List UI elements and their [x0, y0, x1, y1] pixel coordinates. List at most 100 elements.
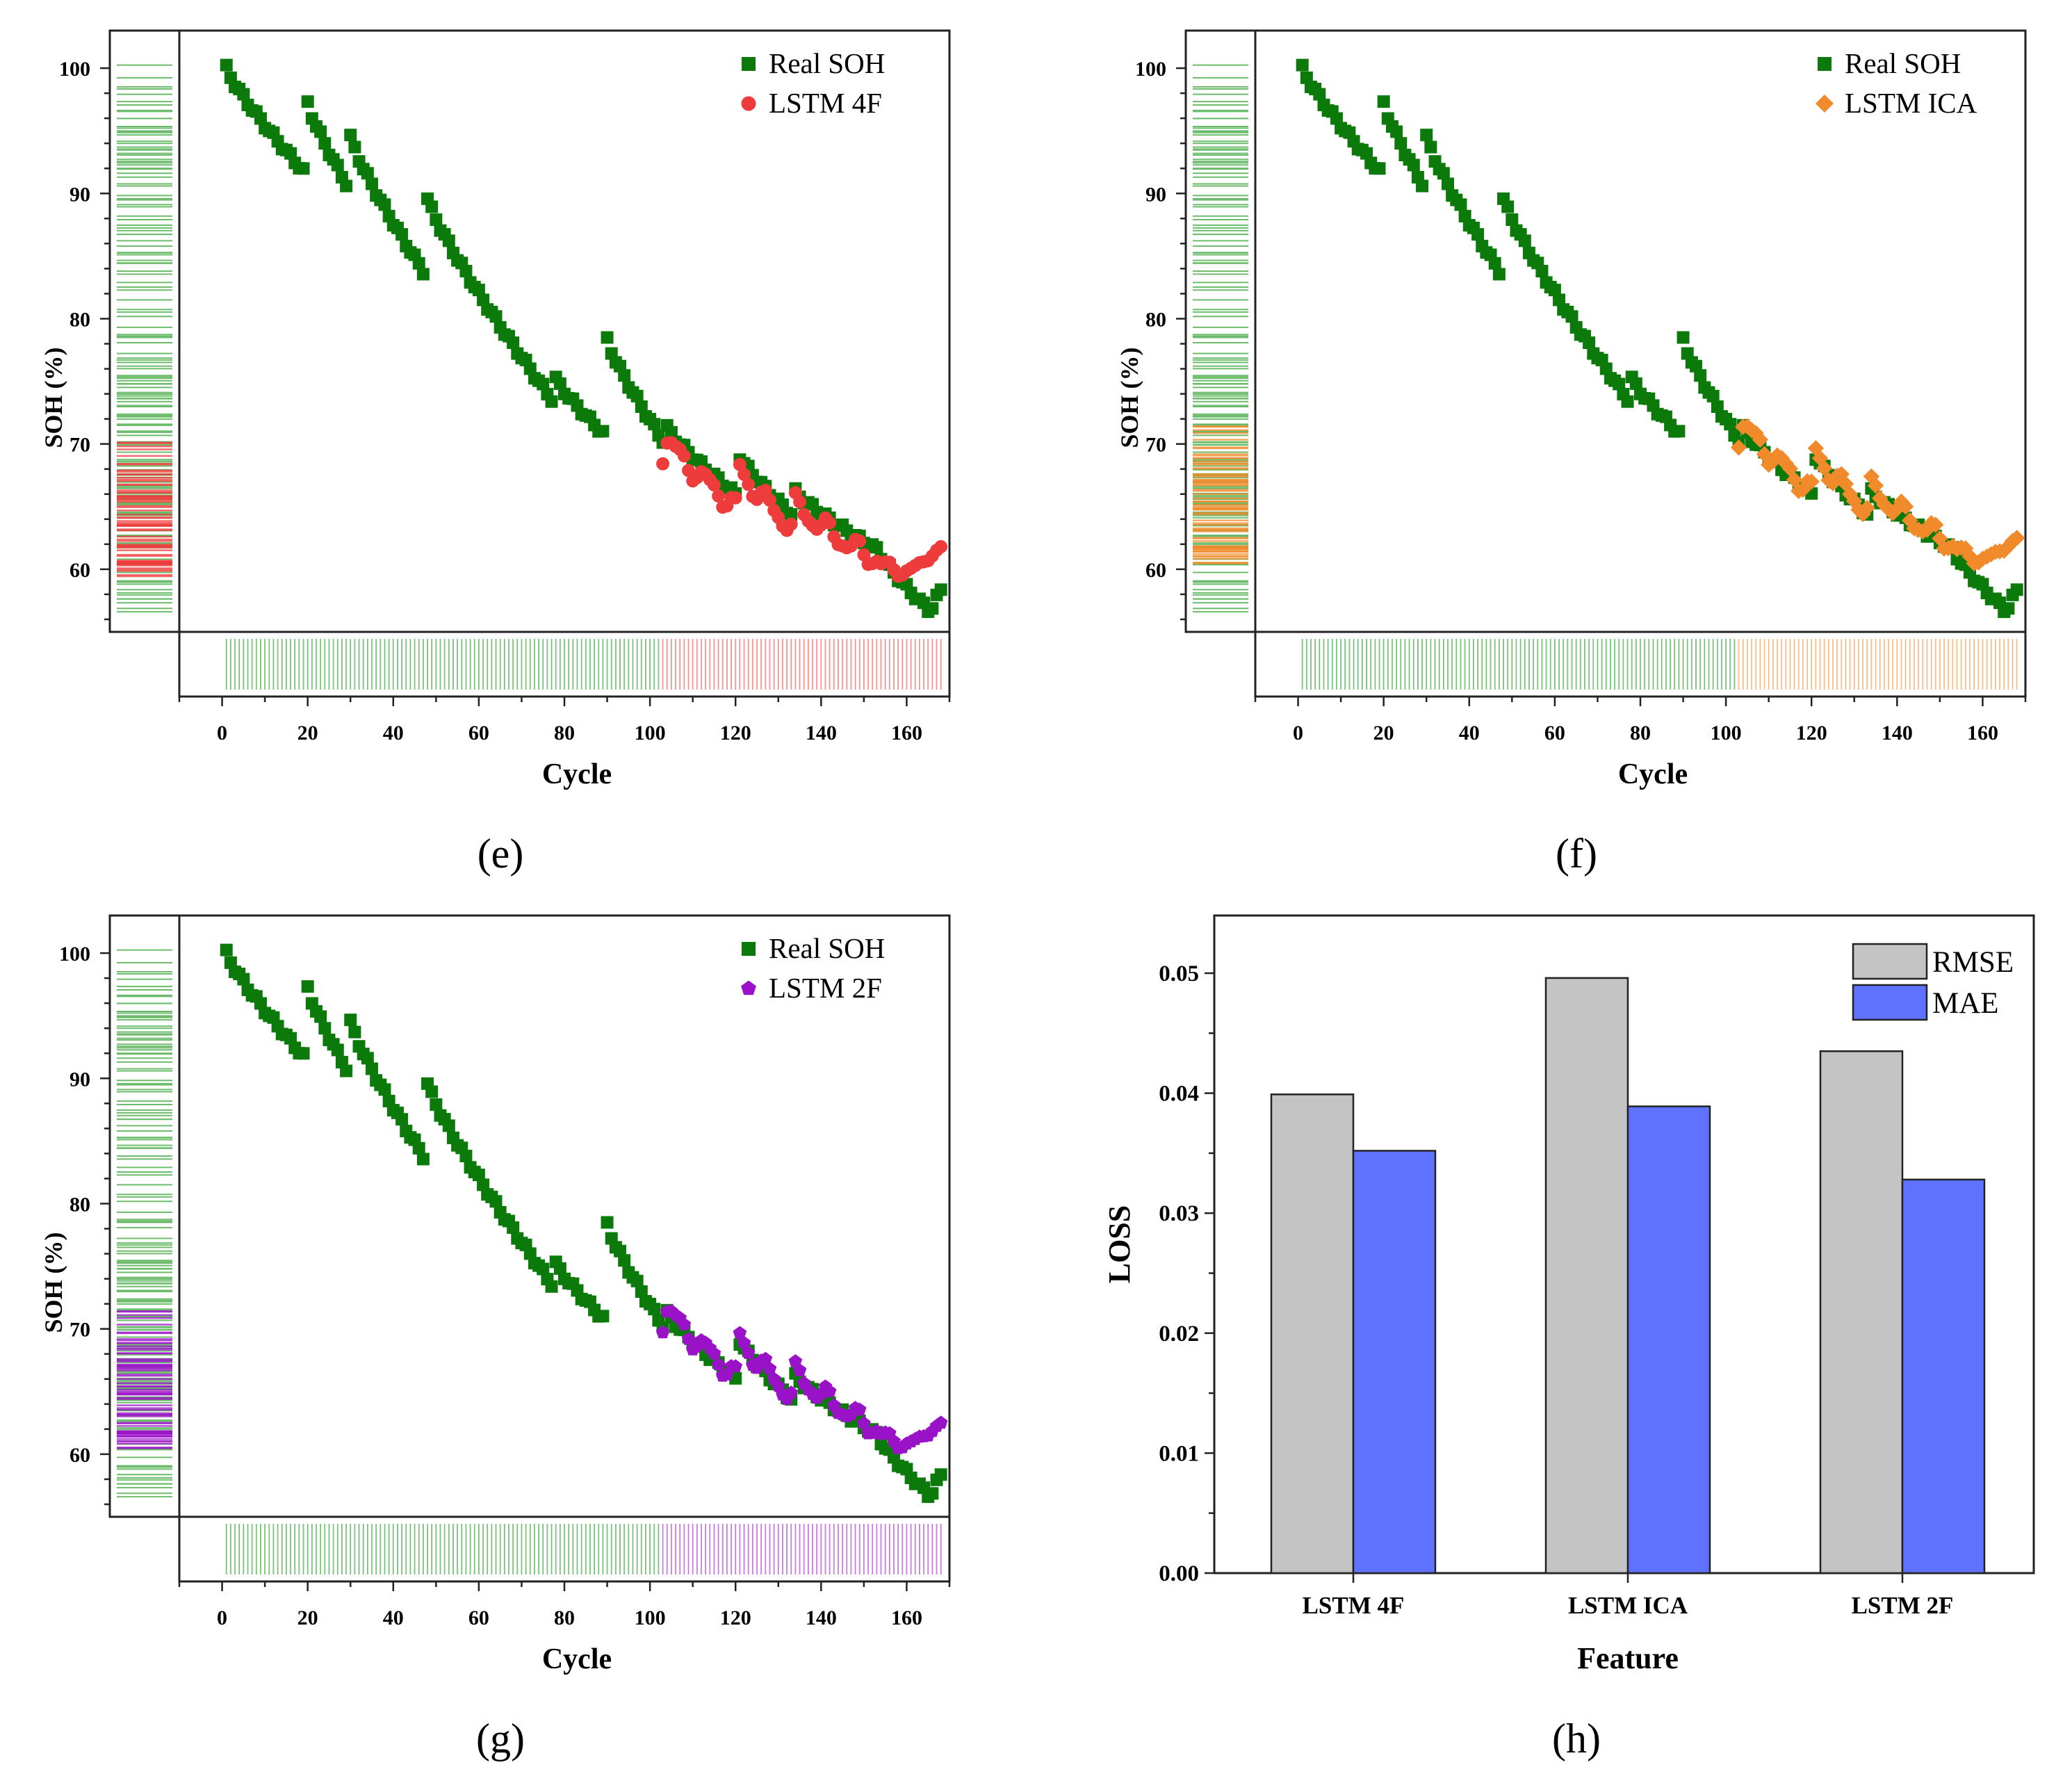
real-soh-point: [361, 1052, 374, 1065]
x-tick-label: 0: [217, 722, 227, 744]
y-axis: 60 70 80 90 100: [1135, 58, 1186, 621]
real-soh-point: [2002, 602, 2015, 615]
prediction-point: [1846, 493, 1863, 510]
prediction-point: [1781, 460, 1799, 477]
y-tick-label: 60: [1145, 559, 1166, 582]
real-soh-point: [297, 1047, 310, 1060]
x-tick-label: 120: [720, 1606, 751, 1629]
real-soh-point: [378, 198, 391, 211]
x-tick-label: 140: [1882, 722, 1913, 744]
prediction-point: [1773, 450, 1790, 466]
x-tick-label: 100: [635, 722, 666, 744]
real-soh-point: [537, 377, 550, 391]
x-tick-label: 20: [1373, 722, 1394, 744]
real-soh-point: [545, 1280, 558, 1293]
plot-area: 0.00 0.01 0.02 0.03 0.04 0.05 LSTM 4F LSTM ICA L…: [1159, 914, 2035, 1619]
real-soh-point: [618, 369, 631, 382]
x-tick-label: 20: [297, 722, 318, 744]
real-soh-point: [1501, 200, 1515, 213]
x-tick-label: 60: [468, 722, 489, 744]
y-tick-label: 80: [1145, 308, 1166, 331]
x-axis-title: Cycle: [1618, 758, 1688, 790]
x-tick-label: 140: [806, 1606, 837, 1629]
x-tick-label: 160: [891, 722, 922, 744]
real-soh-point: [378, 1083, 391, 1096]
real-soh-point: [1330, 112, 1343, 125]
x-tick-label: LSTM 2F: [1852, 1592, 1954, 1619]
x-tick-label: 160: [1967, 722, 1998, 744]
real-soh-point: [934, 583, 947, 596]
rmse-bar-3: [1819, 1050, 1904, 1574]
y-axis-title: LOSS: [1102, 1205, 1136, 1284]
real-soh-point: [934, 1468, 947, 1481]
real-soh-point: [1313, 88, 1326, 101]
prediction-point: [742, 478, 756, 491]
real-soh-point: [596, 425, 610, 438]
prediction-point: [1854, 505, 1871, 523]
y-tick-label: 80: [70, 308, 90, 331]
real-soh-point: [601, 331, 614, 344]
y-tick-label: 100: [1135, 58, 1166, 81]
prediction-point: [784, 517, 798, 531]
prediction-point: [711, 1357, 726, 1371]
x-tick-label: 60: [468, 1606, 489, 1629]
real-soh-point: [425, 1085, 439, 1098]
y-tick-label: 0.03: [1159, 1201, 1199, 1226]
prediction-point: [934, 540, 948, 553]
real-soh-point: [1407, 158, 1420, 172]
real-soh-point: [926, 602, 939, 615]
legend-label-mae: MAE: [1932, 987, 1999, 1020]
mae-bar-2: [1626, 1105, 1711, 1574]
prediction-point: [677, 1317, 692, 1330]
real-soh-point: [742, 57, 756, 71]
real-soh-point: [459, 1150, 473, 1163]
real-soh-point: [318, 137, 332, 150]
real-soh-point: [2010, 583, 2023, 596]
real-soh-point: [553, 1262, 566, 1275]
real-soh-point: [1390, 125, 1403, 138]
real-soh-point: [1420, 129, 1433, 142]
real-soh-point: [254, 112, 267, 125]
real-soh-point: [318, 1022, 332, 1035]
real-soh-point: [284, 147, 297, 160]
prediction-point: [741, 1346, 756, 1359]
x-tick-label: 0: [217, 1606, 227, 1629]
real-soh-point: [314, 125, 327, 138]
real-soh-point: [742, 942, 756, 956]
x-axis-title: Cycle: [542, 1643, 612, 1675]
real-soh-point: [412, 1141, 425, 1155]
real-soh-point: [785, 508, 798, 521]
real-soh-point: [507, 336, 520, 350]
prediction-point: [707, 478, 721, 492]
prediction-point: [1816, 95, 1834, 113]
prediction-point: [741, 96, 756, 111]
bottom-rug: [1301, 639, 2018, 690]
left-rug: [117, 949, 172, 1498]
real-soh-point: [926, 1487, 939, 1500]
prediction-point: [1837, 475, 1854, 492]
prediction-point: [784, 1385, 799, 1399]
prediction-point: [792, 1363, 807, 1376]
x-tick-label: 100: [635, 1606, 666, 1629]
real-soh-point: [348, 140, 361, 154]
x-tick-label: 40: [383, 722, 404, 744]
prediction-point: [1730, 439, 1747, 456]
real-soh-point: [472, 1169, 485, 1182]
prediction-point: [733, 457, 747, 471]
real-soh-point: [220, 943, 233, 957]
real-soh-point: [331, 1043, 344, 1057]
prediction-point: [728, 491, 742, 505]
mae-bar-1: [1352, 1150, 1437, 1574]
prediction-point: [733, 1326, 747, 1340]
prediction-point: [1918, 521, 1936, 538]
y-axis: 60 70 80 90 100: [59, 58, 110, 621]
y-tick-label: 0.04: [1159, 1082, 1199, 1107]
y-axis-title: SOH (%): [40, 347, 67, 448]
prediction-point: [1816, 459, 1833, 477]
real-soh-point: [1492, 268, 1506, 281]
x-tick-label: LSTM ICA: [1568, 1592, 1688, 1619]
bars: [1270, 977, 1986, 1574]
real-soh-point: [1672, 425, 1686, 438]
